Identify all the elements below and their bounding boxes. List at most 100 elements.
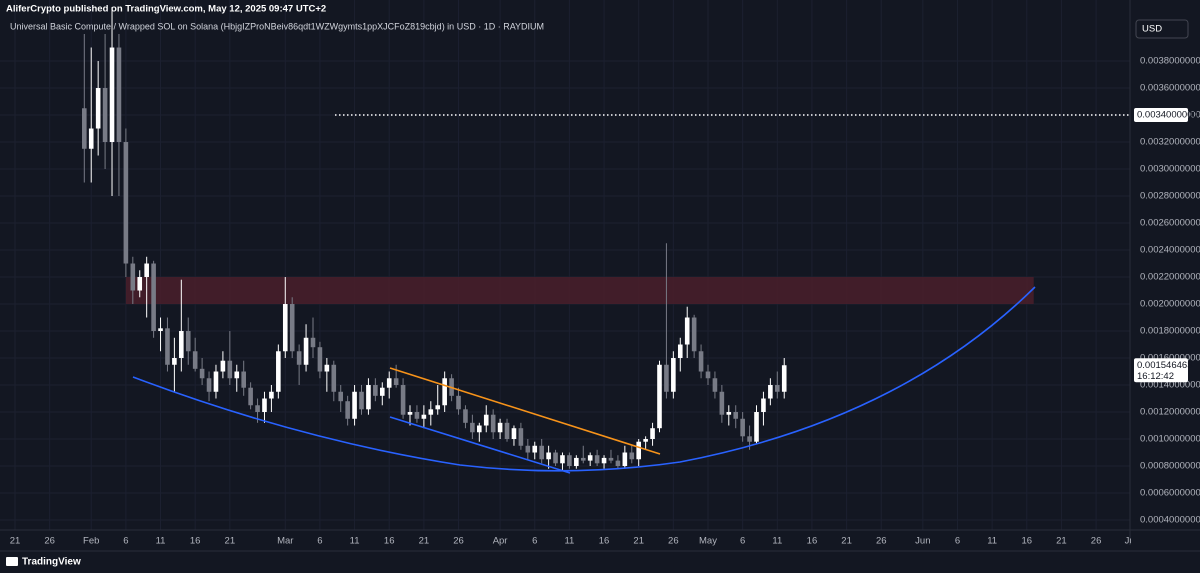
y-tick-label: 0.0036000000 (1140, 83, 1200, 94)
candle-body (151, 263, 156, 332)
x-tick-label: 11 (156, 536, 166, 547)
y-tick-label: 0.0028000000 (1140, 191, 1200, 202)
candle-body (282, 304, 288, 352)
trend-line (389, 367, 661, 455)
candle-body (719, 391, 725, 415)
y-tick-label: 0.0004000000 (1140, 515, 1200, 526)
candle-body (490, 414, 496, 433)
currency-button[interactable] (1135, 19, 1189, 39)
x-tick-label: 16 (190, 536, 201, 547)
candle-body (705, 371, 711, 379)
x-tick-label: 16 (384, 536, 395, 547)
x-tick-label: 21 (419, 536, 430, 547)
trend-line (389, 416, 571, 474)
publisher: AliferCrypto published on TradingView.co… (6, 4, 326, 15)
candle-body (213, 371, 219, 392)
candle-body (393, 378, 399, 386)
y-tick-label: 0.0012000000 (1140, 407, 1200, 418)
x-tick-label: 26 (44, 536, 55, 547)
candle-body (82, 108, 87, 149)
candle-body (463, 409, 468, 423)
y-tick-label: 0.0030000000 (1140, 164, 1200, 175)
y-tick-label: 0.0026000000 (1140, 218, 1200, 229)
candle-body (241, 371, 246, 388)
candle-body (373, 385, 378, 396)
x-tick-label: 21 (633, 536, 644, 547)
x-tick-label: 21 (225, 536, 236, 547)
x-tick-label: 26 (668, 536, 679, 547)
candle-body (88, 128, 94, 149)
candle-body (726, 412, 732, 415)
candle-body (289, 304, 295, 352)
candle-body (768, 385, 773, 399)
y-tick-label: 0.0020000000 (1140, 299, 1200, 310)
candle-body (511, 428, 517, 440)
x-tick-label: Jun (915, 536, 930, 547)
candle-body (130, 263, 136, 291)
y-tick-label: 0.0006000000 (1140, 488, 1200, 499)
y-tick-label: 0.0008000000 (1140, 461, 1200, 472)
candle-body (303, 337, 309, 365)
candle-body (504, 422, 510, 440)
curve-drawing (132, 286, 1036, 472)
price-axis (1130, 0, 1200, 545)
x-tick-label: Jul (1125, 536, 1137, 547)
candle-body (608, 457, 614, 461)
brand-logo (6, 557, 18, 566)
candle-body (456, 395, 461, 410)
candle-body (386, 378, 392, 388)
candle-body (532, 445, 538, 453)
candle-body (747, 436, 752, 442)
x-tick-label: 26 (876, 536, 887, 547)
candle-body (296, 351, 302, 365)
x-tick-label: 6 (955, 536, 960, 547)
candle-body (671, 358, 676, 392)
x-tick-label: 26 (1091, 536, 1102, 547)
x-tick-label: 11 (350, 536, 360, 547)
y-tick-label: 0.0032000000 (1140, 137, 1200, 148)
x-tick-label: 21 (841, 536, 852, 547)
price-line-tag (1134, 108, 1188, 123)
currency-label[interactable]: USD (1142, 24, 1162, 35)
candle-body (698, 351, 704, 372)
candle-body (165, 328, 170, 365)
candle-body (754, 412, 759, 442)
candle-body (234, 371, 240, 379)
candle-body (650, 428, 655, 440)
candle-body (470, 422, 475, 433)
y-tick-label: 0.0038000000 (1140, 56, 1200, 67)
x-tick-label: Feb (83, 536, 99, 547)
x-tick-label: 6 (317, 536, 322, 547)
candle-body (442, 378, 447, 406)
candle-body (580, 457, 586, 461)
y-tick-label: 0.0024000000 (1140, 245, 1200, 256)
candle-body (172, 358, 177, 365)
plot-area (0, 0, 1132, 530)
x-tick-label: 16 (599, 536, 610, 547)
candle-body (553, 452, 558, 464)
candle-body (359, 391, 364, 410)
x-tick-label: Mar (277, 536, 293, 547)
candle-body (248, 387, 253, 406)
candle-body (379, 387, 385, 396)
candle-body (352, 391, 357, 419)
candle-body (587, 455, 593, 461)
candle-body (255, 405, 260, 413)
y-tick-label: 0.0016000000 (1140, 353, 1200, 364)
candle-body (560, 455, 565, 464)
candle-body (414, 412, 420, 419)
last-price-tag (1134, 358, 1188, 383)
candle-body (366, 385, 371, 410)
candle-body (691, 317, 697, 352)
candle-body (643, 439, 648, 442)
y-tick-label: 0.0022000000 (1140, 272, 1200, 283)
candle-body (137, 277, 143, 291)
price-line-label: 0.0034000000 (1137, 110, 1198, 121)
candle-body (684, 317, 690, 345)
candle-body (677, 344, 683, 359)
candle-body (636, 441, 641, 460)
candle-body (546, 452, 551, 460)
candle-body (615, 460, 621, 467)
resistance-zone (125, 277, 1034, 305)
